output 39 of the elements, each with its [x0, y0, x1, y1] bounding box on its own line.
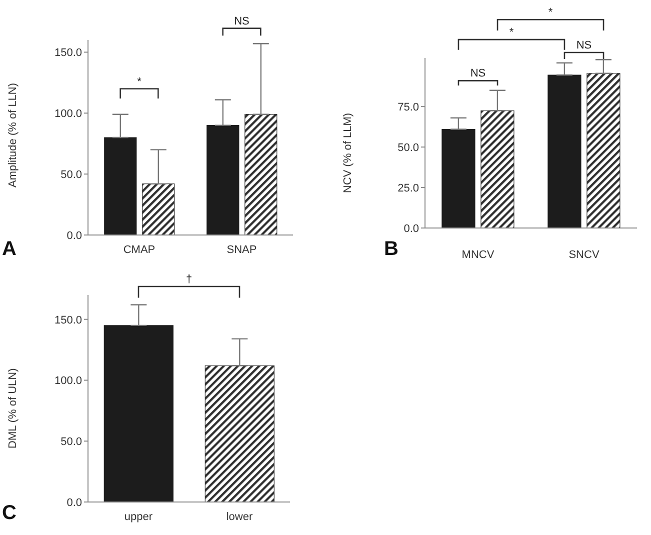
y-tick-label: 100.0	[54, 375, 82, 388]
y-tick-label: 150.0	[54, 314, 82, 326]
bar	[442, 128, 476, 228]
text: NS	[234, 15, 250, 28]
text: C	[2, 502, 16, 525]
y-tick-label: 0.0	[66, 496, 82, 509]
x-tick-label: CMAP	[123, 244, 156, 256]
bar	[548, 74, 582, 228]
y-axis-title: Amplitude (% of LLN)	[6, 82, 19, 188]
text: *	[548, 6, 554, 19]
y-axis-title: DML (% of ULN)	[6, 368, 19, 448]
y-tick-label: 50.0	[60, 168, 82, 181]
text: B	[384, 238, 398, 261]
text: NS	[576, 39, 592, 52]
text: †	[186, 273, 192, 286]
y-tick-label: 0.0	[66, 230, 82, 242]
y-tick-label: 75.0	[398, 101, 419, 114]
bar	[142, 184, 175, 235]
bar	[586, 73, 620, 228]
text: A	[2, 238, 16, 261]
text: *	[509, 26, 514, 39]
annotation: NS	[470, 68, 486, 80]
y-tick-label: 100.0	[54, 108, 82, 120]
y-tick-label: 150.0	[54, 47, 82, 60]
bar	[206, 125, 240, 235]
x-tick-label: lower	[226, 510, 253, 523]
y-tick-label: 25.0	[398, 182, 419, 194]
bar	[244, 114, 278, 235]
bar	[104, 137, 137, 235]
y-axis-title: NCV (% of LLM)	[342, 112, 354, 193]
y-tick-label: 0.0	[404, 222, 419, 235]
x-tick-label: upper	[124, 510, 153, 523]
x-tick-label: SNAP	[226, 244, 257, 256]
x-tick-label: SNCV	[568, 248, 600, 261]
y-tick-label: 50.0	[60, 436, 82, 448]
x-tick-label: MNCV	[462, 248, 495, 261]
annotation: *	[137, 76, 142, 88]
y-tick-label: 50.0	[398, 142, 419, 154]
bar	[480, 110, 514, 228]
